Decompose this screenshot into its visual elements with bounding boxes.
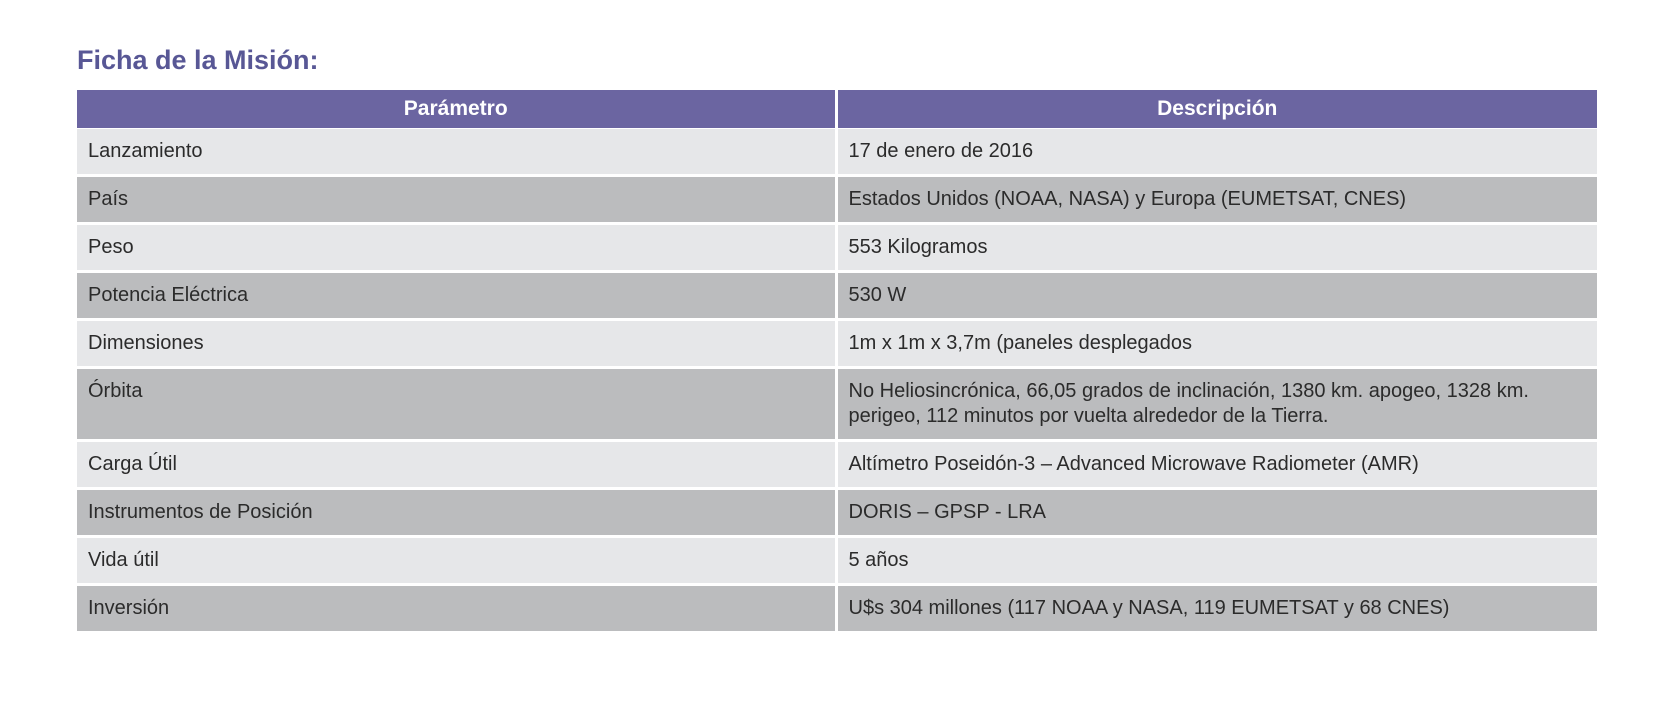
table-row: País Estados Unidos (NOAA, NASA) y Europ… <box>77 174 1597 224</box>
parameter-cell: Inversión <box>77 583 838 631</box>
table-header-row: Parámetro Descripción <box>77 90 1597 129</box>
description-cell: 5 años <box>836 535 1597 585</box>
parameter-cell: País <box>77 174 838 224</box>
table-row: Instrumentos de Posición DORIS – GPSP - … <box>77 487 1597 537</box>
section-title: Ficha de la Misión: <box>77 45 319 75</box>
table-row: Inversión U$s 304 millones (117 NOAA y N… <box>77 583 1597 631</box>
parameter-cell: Órbita <box>77 366 838 441</box>
parameter-cell: Potencia Eléctrica <box>77 270 838 320</box>
description-cell: No Heliosincrónica, 66,05 grados de incl… <box>836 366 1597 441</box>
description-cell: U$s 304 millones (117 NOAA y NASA, 119 E… <box>836 583 1597 631</box>
description-cell: 17 de enero de 2016 <box>836 128 1597 176</box>
parameter-cell: Peso <box>77 222 838 272</box>
table-row: Lanzamiento 17 de enero de 2016 <box>77 128 1597 176</box>
description-cell: 1m x 1m x 3,7m (paneles desplegados <box>836 318 1597 368</box>
parameter-cell: Carga Útil <box>77 439 838 489</box>
column-header-description: Descripción <box>836 90 1597 129</box>
table-row: Órbita No Heliosincrónica, 66,05 grados … <box>77 366 1597 441</box>
parameter-cell: Lanzamiento <box>77 128 838 176</box>
table-row: Carga Útil Altímetro Poseidón-3 – Advanc… <box>77 439 1597 489</box>
column-header-parameter: Parámetro <box>77 90 838 129</box>
description-cell: 530 W <box>836 270 1597 320</box>
parameter-cell: Vida útil <box>77 535 838 585</box>
description-cell: 553 Kilogramos <box>836 222 1597 272</box>
mission-sheet: Ficha de la Misión: Parámetro Descripció… <box>77 38 1597 631</box>
table-row: Potencia Eléctrica 530 W <box>77 270 1597 320</box>
parameter-cell: Dimensiones <box>77 318 838 368</box>
mission-specs-table: Parámetro Descripción Lanzamiento 17 de … <box>77 90 1597 631</box>
table-row: Vida útil 5 años <box>77 535 1597 585</box>
table-row: Peso 553 Kilogramos <box>77 222 1597 272</box>
description-cell: DORIS – GPSP - LRA <box>836 487 1597 537</box>
description-cell: Altímetro Poseidón-3 – Advanced Microwav… <box>836 439 1597 489</box>
description-cell: Estados Unidos (NOAA, NASA) y Europa (EU… <box>836 174 1597 224</box>
table-row: Dimensiones 1m x 1m x 3,7m (paneles desp… <box>77 318 1597 368</box>
parameter-cell: Instrumentos de Posición <box>77 487 838 537</box>
